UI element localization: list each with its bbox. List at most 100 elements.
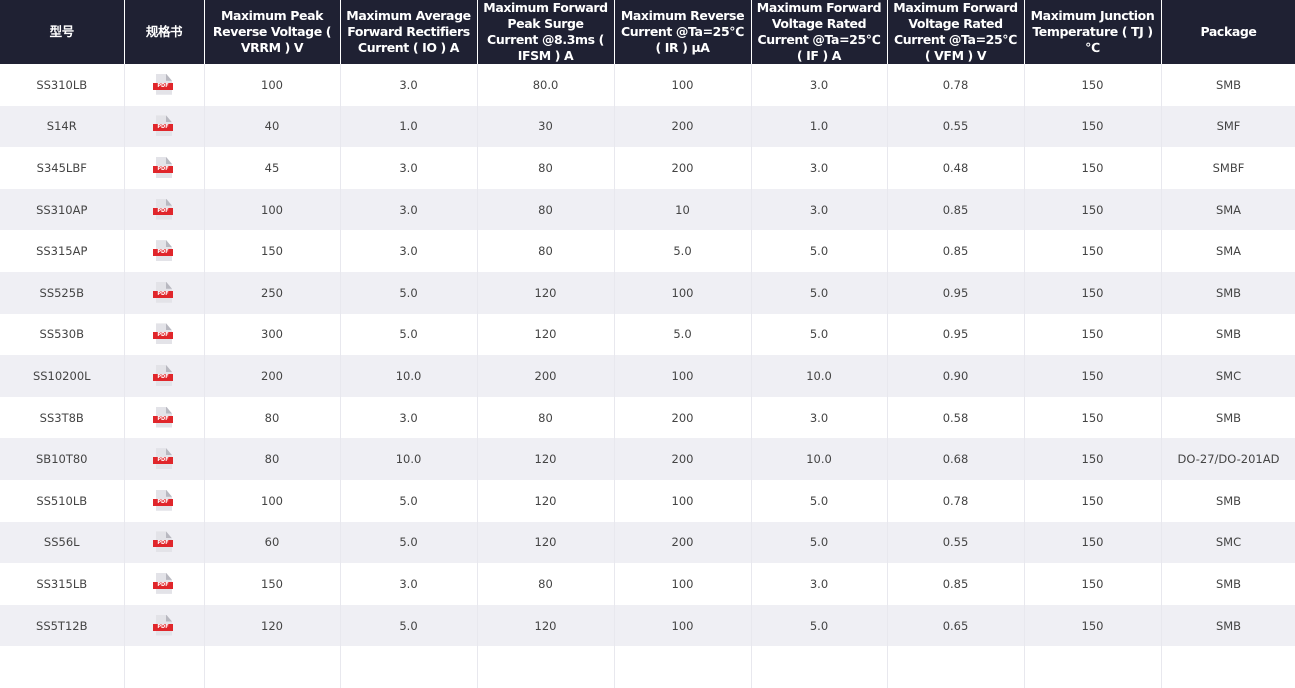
cell-vfm: 0.85 bbox=[887, 230, 1025, 272]
pdf-datasheet-icon[interactable]: PDF bbox=[153, 281, 175, 304]
table-row: SS56L PDF 60 5.0 120 200 5.0 0.55 150 SMC bbox=[0, 521, 1295, 564]
cell-vfm: 0.58 bbox=[887, 396, 1025, 439]
pdf-datasheet-icon[interactable]: PDF bbox=[153, 489, 175, 512]
cell-io: 10.0 bbox=[340, 438, 478, 480]
cell-ir: 5.0 bbox=[614, 230, 752, 272]
cell-package: SMA bbox=[1161, 188, 1295, 231]
cell-package: SMBF bbox=[1161, 147, 1295, 189]
cell-model: SS310AP bbox=[0, 188, 125, 231]
pdf-datasheet-icon[interactable]: PDF bbox=[153, 240, 175, 262]
cell-vfm: 0.85 bbox=[887, 563, 1025, 605]
cell-ifsm: 80 bbox=[477, 230, 615, 272]
cell-datasheet: PDF bbox=[124, 479, 205, 522]
cell-model: S14R bbox=[0, 105, 125, 148]
cell-package: SMC bbox=[1161, 521, 1295, 564]
cell-package: DO-27/DO-201AD bbox=[1161, 438, 1295, 480]
cell-vfm: 0.78 bbox=[887, 64, 1025, 106]
cell-tj: 150 bbox=[1024, 396, 1162, 439]
cell-datasheet: PDF bbox=[124, 230, 205, 272]
pdf-datasheet-icon[interactable]: PDF bbox=[153, 572, 175, 595]
cell-vfm: 0.68 bbox=[887, 438, 1025, 480]
pdf-datasheet-icon[interactable]: PDF bbox=[153, 448, 175, 470]
table-row: SS310LB PDF 100 3.0 80.0 100 3.0 0.78 150 SMB bbox=[0, 64, 1295, 106]
cell-ir: 100 bbox=[614, 479, 752, 522]
cell-vrrm: 250 bbox=[204, 271, 341, 314]
pdf-datasheet-icon[interactable]: PDF bbox=[153, 614, 175, 637]
cell-model: SS56L bbox=[0, 521, 125, 564]
cell-datasheet: PDF bbox=[124, 396, 205, 439]
cell-io: 5.0 bbox=[340, 313, 478, 356]
table-row: SS310AP PDF 100 3.0 80 10 3.0 0.85 150 SMA bbox=[0, 188, 1295, 231]
cell-if: 5.0 bbox=[751, 479, 888, 522]
table-row: S14R PDF 40 1.0 30 200 1.0 0.55 150 SMF bbox=[0, 105, 1295, 148]
header-col-if: Maximum Forward Voltage Rated Current @T… bbox=[751, 0, 888, 64]
cell-ifsm: 120 bbox=[477, 604, 615, 647]
cell-model: SB10T80 bbox=[0, 438, 125, 480]
cell-vfm: 0.55 bbox=[887, 521, 1025, 564]
cell-model: SS5T12B bbox=[0, 604, 125, 647]
cell-vrrm: 40 bbox=[204, 105, 341, 148]
pdf-datasheet-icon[interactable]: PDF bbox=[153, 156, 175, 179]
cell-datasheet: PDF bbox=[124, 64, 205, 106]
cell-vrrm: 150 bbox=[204, 563, 341, 605]
pdf-datasheet-icon[interactable]: PDF bbox=[153, 364, 175, 387]
header-col-datasheet: 规格书 bbox=[124, 0, 205, 64]
cell-if: 5.0 bbox=[751, 271, 888, 314]
cell-package: SMB bbox=[1161, 396, 1295, 439]
cell-ifsm: 80 bbox=[477, 147, 615, 189]
pdf-datasheet-icon[interactable]: PDF bbox=[153, 531, 175, 553]
cell-if: 5.0 bbox=[751, 230, 888, 272]
header-col-model: 型号 bbox=[0, 0, 125, 64]
cell-tj: 150 bbox=[1024, 479, 1162, 522]
pdf-datasheet-icon[interactable]: PDF bbox=[153, 115, 175, 137]
header-col-io: Maximum Average Forward Rectifiers Curre… bbox=[340, 0, 478, 64]
cell-vfm: 0.78 bbox=[887, 479, 1025, 522]
table-header-row: 型号 规格书 Maximum Peak Reverse Voltage ( VRRM… bbox=[0, 0, 1295, 64]
pdf-datasheet-icon[interactable]: PDF bbox=[153, 198, 175, 221]
header-col-package: Package bbox=[1161, 0, 1295, 64]
pdf-datasheet-icon[interactable]: PDF bbox=[153, 323, 175, 345]
cell-if: 3.0 bbox=[751, 396, 888, 439]
cell-vrrm: 150 bbox=[204, 230, 341, 272]
cell-io: 3.0 bbox=[340, 147, 478, 189]
cell-if: 3.0 bbox=[751, 563, 888, 605]
pdf-datasheet-icon[interactable]: PDF bbox=[153, 406, 175, 429]
cell-datasheet: PDF bbox=[124, 438, 205, 480]
table-row: SS5T12B PDF 120 5.0 120 100 5.0 0.65 150 SMB bbox=[0, 604, 1295, 647]
cell-model: SS510LB bbox=[0, 479, 125, 522]
cell-io: 3.0 bbox=[340, 230, 478, 272]
cell-ir: 100 bbox=[614, 604, 752, 647]
cell-package: SMB bbox=[1161, 563, 1295, 605]
header-col-ir: Maximum Reverse Current @Ta=25℃ ( IR ) μ… bbox=[614, 0, 752, 64]
cell-model: SS315LB bbox=[0, 563, 125, 605]
cell-vrrm: 60 bbox=[204, 521, 341, 564]
cell-ifsm: 80 bbox=[477, 563, 615, 605]
cell-model: SS530B bbox=[0, 313, 125, 356]
cell-ir: 100 bbox=[614, 271, 752, 314]
cell-vrrm: 200 bbox=[204, 355, 341, 397]
table-row: S345LBF PDF 45 3.0 80 200 3.0 0.48 150 SMBF bbox=[0, 147, 1295, 189]
cell-io: 3.0 bbox=[340, 188, 478, 231]
cell-model: SS315AP bbox=[0, 230, 125, 272]
cell-package: SMB bbox=[1161, 313, 1295, 356]
cell-io: 10.0 bbox=[340, 355, 478, 397]
cell-if: 10.0 bbox=[751, 438, 888, 480]
cell-package: SMA bbox=[1161, 230, 1295, 272]
cell-io: 5.0 bbox=[340, 479, 478, 522]
cell-ir: 200 bbox=[614, 105, 752, 148]
cell-vfm: 0.55 bbox=[887, 105, 1025, 148]
header-col-tj: Maximum Junction Temperature ( TJ ) ℃ bbox=[1024, 0, 1162, 64]
cell-vrrm: 120 bbox=[204, 604, 341, 647]
table-row: SS530B PDF 300 5.0 120 5.0 5.0 0.95 150 SMB bbox=[0, 313, 1295, 356]
cell-model: SS3T8B bbox=[0, 396, 125, 439]
cell-vrrm: 100 bbox=[204, 64, 341, 106]
cell-tj: 150 bbox=[1024, 313, 1162, 356]
cell-ifsm: 120 bbox=[477, 313, 615, 356]
cell-datasheet: PDF bbox=[124, 105, 205, 148]
table-row: SS315LB PDF 150 3.0 80 100 3.0 0.85 150 SMB bbox=[0, 563, 1295, 605]
cell-datasheet: PDF bbox=[124, 604, 205, 647]
pdf-datasheet-icon[interactable]: PDF bbox=[153, 73, 175, 96]
cell-tj: 150 bbox=[1024, 438, 1162, 480]
cell-vfm: 0.95 bbox=[887, 313, 1025, 356]
